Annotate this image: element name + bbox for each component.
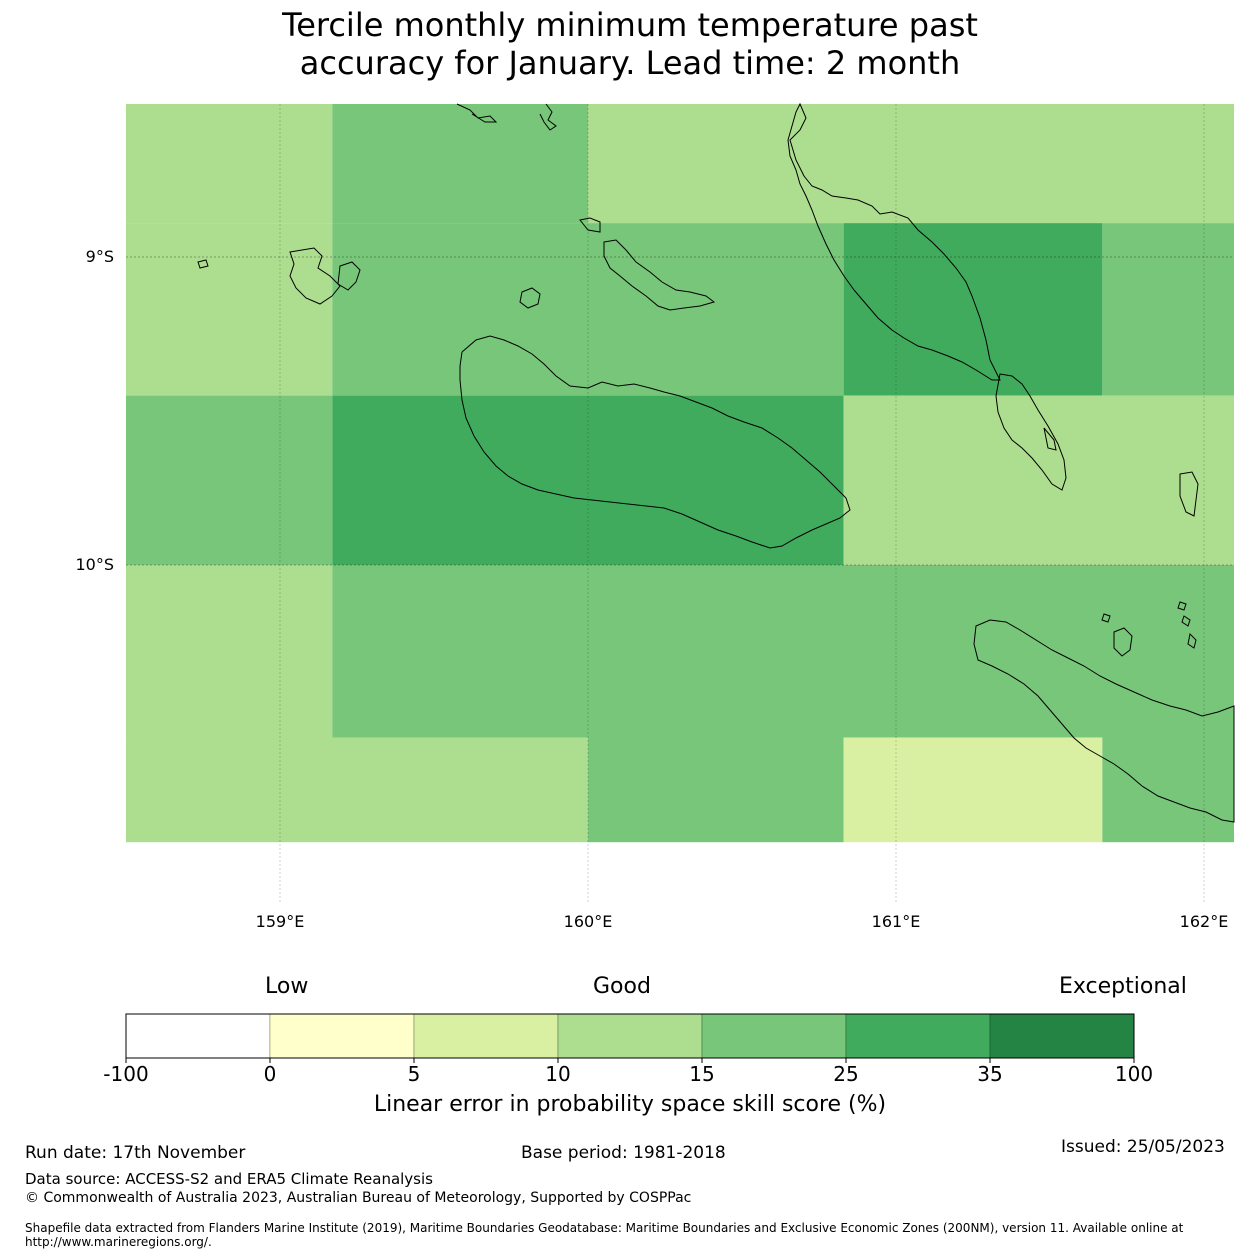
copyright: © Commonwealth of Australia 2023, Austra… bbox=[25, 1190, 692, 1206]
coast-malaita bbox=[995, 373, 1067, 491]
coast-russell bbox=[197, 247, 361, 305]
coast-savo bbox=[519, 287, 541, 309]
colorbar-tick-label: -100 bbox=[103, 1062, 149, 1086]
longitude-label: 162°E bbox=[1179, 912, 1229, 931]
longitude-label: 160°E bbox=[563, 912, 613, 931]
colorbar-tick-label: 0 bbox=[263, 1062, 277, 1086]
colorbar-tick-label: 5 bbox=[407, 1062, 421, 1086]
colorbar-label: Linear error in probability space skill … bbox=[373, 1092, 887, 1117]
colorbar-swatch bbox=[701, 1013, 847, 1059]
colorbar-tick-label: 10 bbox=[545, 1062, 571, 1086]
grid-cell bbox=[588, 104, 1234, 224]
colorbar-tick-label: 15 bbox=[689, 1062, 715, 1086]
coast-makira bbox=[973, 619, 1235, 823]
colorbar-word-good: Good bbox=[593, 974, 651, 999]
colorbar-swatch bbox=[413, 1013, 559, 1059]
colorbar-swatch bbox=[269, 1013, 415, 1059]
coast-small-islands-se bbox=[1101, 601, 1197, 657]
colorbar-word-low: Low bbox=[265, 974, 309, 999]
grid-cell bbox=[332, 223, 844, 396]
grid-cell bbox=[588, 737, 844, 843]
coastlines bbox=[197, 102, 1235, 823]
colorbar-swatch bbox=[557, 1013, 703, 1059]
graticule bbox=[126, 104, 1234, 904]
coast-ulawa bbox=[1179, 471, 1199, 517]
colorbar-word-exceptional: Exceptional bbox=[1059, 974, 1187, 999]
coast-top-islands bbox=[456, 103, 557, 131]
colorbar-tick-label: 35 bbox=[977, 1062, 1003, 1086]
colorbar-swatch bbox=[845, 1013, 991, 1059]
colorbar-frame bbox=[125, 1013, 1135, 1059]
coast-guadalcanal bbox=[459, 335, 851, 549]
latitude-label: 10°S bbox=[75, 555, 114, 574]
grid-cell bbox=[332, 104, 588, 224]
title-line-2: accuracy for January. Lead time: 2 month bbox=[299, 44, 961, 82]
grid-cell bbox=[843, 223, 1103, 396]
grid-cell bbox=[843, 737, 1103, 843]
grid-cell bbox=[843, 395, 1234, 565]
shapefile-credit-line-2: http://www.marineregions.org/. bbox=[25, 1235, 212, 1249]
grid-cell bbox=[126, 104, 333, 224]
colorbar-tick-label: 100 bbox=[1114, 1062, 1154, 1086]
chart-title: Tercile monthly minimum temperature past… bbox=[0, 6, 1260, 82]
colorbar-swatch bbox=[989, 1013, 1135, 1059]
colorbar bbox=[125, 1013, 1135, 1063]
coast-florida bbox=[579, 217, 716, 311]
grid-cell bbox=[126, 737, 588, 843]
issued-date: Issued: 25/05/2023 bbox=[1061, 1137, 1225, 1157]
longitude-label: 159°E bbox=[255, 912, 305, 931]
coast-santa-isabel bbox=[787, 102, 1001, 381]
grid-cell bbox=[126, 395, 333, 565]
title-line-1: Tercile monthly minimum temperature past bbox=[282, 6, 978, 44]
base-period: Base period: 1981-2018 bbox=[521, 1143, 726, 1163]
data-source: Data source: ACCESS-S2 and ERA5 Climate … bbox=[25, 1170, 433, 1188]
grid-cell bbox=[126, 565, 333, 738]
colorbar-swatch bbox=[125, 1013, 271, 1059]
grid-cell bbox=[126, 223, 333, 396]
run-date: Run date: 17th November bbox=[25, 1143, 246, 1163]
latitude-label: 9°S bbox=[85, 247, 114, 266]
grid-cell bbox=[332, 565, 1234, 738]
shapefile-credit: Shapefile data extracted from Flanders M… bbox=[25, 1221, 1225, 1249]
grid-cell bbox=[1102, 737, 1234, 843]
shapefile-credit-line-1: Shapefile data extracted from Flanders M… bbox=[25, 1221, 1184, 1235]
longitude-label: 161°E bbox=[871, 912, 921, 931]
grid-cell bbox=[332, 395, 844, 565]
colorbar-tick-label: 25 bbox=[833, 1062, 859, 1086]
grid-cell bbox=[1102, 223, 1234, 396]
